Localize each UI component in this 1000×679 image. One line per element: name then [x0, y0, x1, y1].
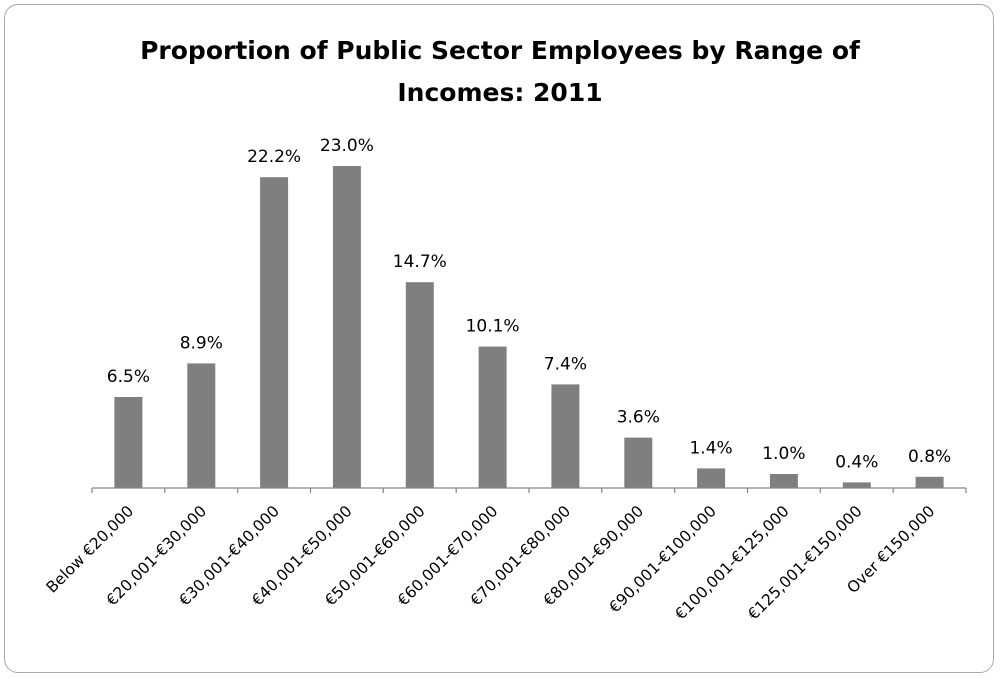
data-label: 1.4% [689, 438, 732, 458]
bar [187, 363, 216, 488]
bar [842, 482, 871, 488]
bar [405, 282, 434, 488]
chart-title-line-1: Proportion of Public Sector Employees by… [140, 36, 860, 65]
data-label: 22.2% [247, 147, 301, 167]
data-label: 1.0% [762, 444, 805, 464]
chart-frame [4, 4, 994, 673]
bar [769, 474, 798, 488]
data-label: 0.4% [835, 452, 878, 472]
bar [624, 437, 653, 488]
bar [332, 166, 361, 488]
data-label: 3.6% [617, 408, 660, 428]
bar [260, 177, 289, 488]
bar [551, 384, 580, 488]
data-label: 10.1% [466, 317, 520, 337]
data-label: 0.8% [908, 447, 951, 467]
data-label: 7.4% [544, 354, 587, 374]
bar [114, 397, 143, 488]
bar [697, 468, 726, 488]
chart-title: Proportion of Public Sector Employees by… [0, 30, 1000, 114]
data-label: 8.9% [180, 333, 223, 353]
chart-title-line-2: Incomes: 2011 [397, 78, 603, 107]
bar [478, 346, 507, 488]
data-label: 14.7% [393, 252, 447, 272]
data-label: 23.0% [320, 136, 374, 156]
bar [915, 476, 944, 488]
data-label: 6.5% [107, 367, 150, 387]
